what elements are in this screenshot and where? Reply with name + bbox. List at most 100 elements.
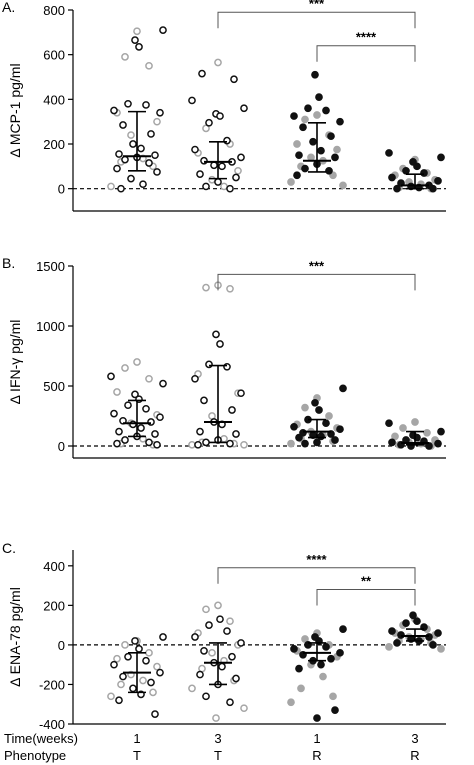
- data-point: [437, 427, 445, 436]
- data-point: [220, 434, 228, 443]
- data-point: [131, 390, 139, 399]
- y-tick-label: 400: [43, 92, 65, 107]
- phenotype-label: R: [410, 748, 419, 763]
- data-point: [159, 26, 167, 34]
- data-point: [317, 146, 325, 155]
- data-point: [297, 684, 305, 693]
- time-label: 1: [133, 731, 140, 746]
- data-point: [124, 652, 132, 661]
- data-point: [151, 151, 159, 160]
- data-point: [327, 654, 335, 663]
- data-point: [151, 430, 159, 438]
- data-point: [216, 112, 224, 120]
- data-point: [202, 438, 210, 447]
- data-point: [388, 173, 396, 182]
- data-point: [325, 412, 333, 420]
- data-point: [145, 438, 153, 447]
- y-tick-label: 0: [58, 638, 65, 653]
- data-point: [127, 174, 135, 183]
- data-point: [223, 362, 231, 371]
- data-point: [202, 692, 210, 701]
- data-point: [301, 439, 309, 448]
- data-point: [226, 698, 234, 707]
- data-point: [139, 180, 147, 189]
- data-point: [331, 706, 339, 715]
- data-point: [434, 439, 442, 448]
- significance-bracket: [316, 589, 416, 606]
- data-point: [237, 389, 245, 398]
- data-point: [237, 153, 245, 162]
- data-point: [232, 173, 240, 182]
- data-point: [391, 432, 399, 441]
- data-point: [295, 433, 303, 442]
- data-point: [129, 684, 137, 693]
- data-point: [113, 388, 121, 396]
- data-point: [145, 648, 153, 657]
- data-point: [153, 662, 161, 671]
- time-label: 3: [214, 731, 221, 746]
- data-point: [307, 153, 315, 162]
- data-point: [226, 617, 234, 626]
- data-point: [423, 428, 431, 437]
- data-point: [110, 106, 118, 115]
- time-label: 1: [313, 731, 320, 746]
- data-point: [188, 96, 196, 105]
- data-point: [434, 177, 442, 185]
- data-point: [121, 155, 129, 164]
- data-point: [240, 704, 248, 713]
- data-point: [331, 436, 339, 444]
- data-point: [402, 619, 410, 628]
- data-point: [313, 111, 321, 119]
- data-point: [156, 668, 164, 677]
- data-point: [139, 676, 147, 685]
- data-point: [290, 422, 298, 431]
- panel-label: A.: [2, 0, 15, 15]
- data-point: [339, 384, 347, 393]
- y-tick-label: 1500: [36, 259, 65, 274]
- data-point: [135, 43, 143, 51]
- data-point: [115, 696, 123, 705]
- data-point: [121, 364, 129, 372]
- data-point: [333, 145, 341, 154]
- data-point: [135, 645, 143, 653]
- y-tick-label: 500: [43, 379, 65, 394]
- data-point: [339, 625, 347, 633]
- data-point: [216, 340, 224, 348]
- panel-label: C.: [2, 540, 16, 556]
- data-point: [121, 53, 129, 61]
- data-point: [142, 656, 150, 665]
- data-point: [188, 684, 196, 693]
- data-point: [115, 150, 123, 158]
- significance-bracket: [316, 45, 416, 62]
- data-point: [113, 164, 121, 173]
- data-point: [232, 674, 240, 683]
- data-point: [191, 633, 199, 641]
- significance-bracket: [217, 273, 416, 291]
- data-point: [399, 424, 407, 432]
- data-point: [301, 164, 309, 173]
- data-point: [287, 698, 295, 707]
- data-point: [147, 130, 155, 138]
- data-point: [317, 432, 325, 441]
- data-point: [409, 611, 417, 620]
- phenotype-label: T: [133, 748, 141, 763]
- data-point: [218, 162, 226, 171]
- data-point: [205, 118, 213, 127]
- data-point: [216, 615, 224, 624]
- panel-label: B.: [2, 255, 15, 271]
- data-point: [137, 424, 145, 432]
- data-point: [325, 166, 333, 175]
- data-point: [153, 168, 161, 176]
- y-axis-label: Δ MCP-1 pg/ml: [7, 63, 23, 157]
- data-point: [411, 418, 419, 426]
- data-point: [336, 117, 344, 126]
- y-axis-label: Δ IFN-γ pg/ml: [7, 320, 23, 405]
- data-point: [127, 131, 135, 139]
- data-point: [107, 692, 115, 701]
- data-point: [309, 137, 317, 146]
- panel-2: B. Δ IFN-γ pg/ml 0 500 1000 1500 ***: [2, 255, 446, 459]
- data-point: [437, 645, 445, 653]
- data-point: [339, 181, 347, 190]
- data-point: [329, 692, 337, 701]
- data-point: [317, 660, 325, 669]
